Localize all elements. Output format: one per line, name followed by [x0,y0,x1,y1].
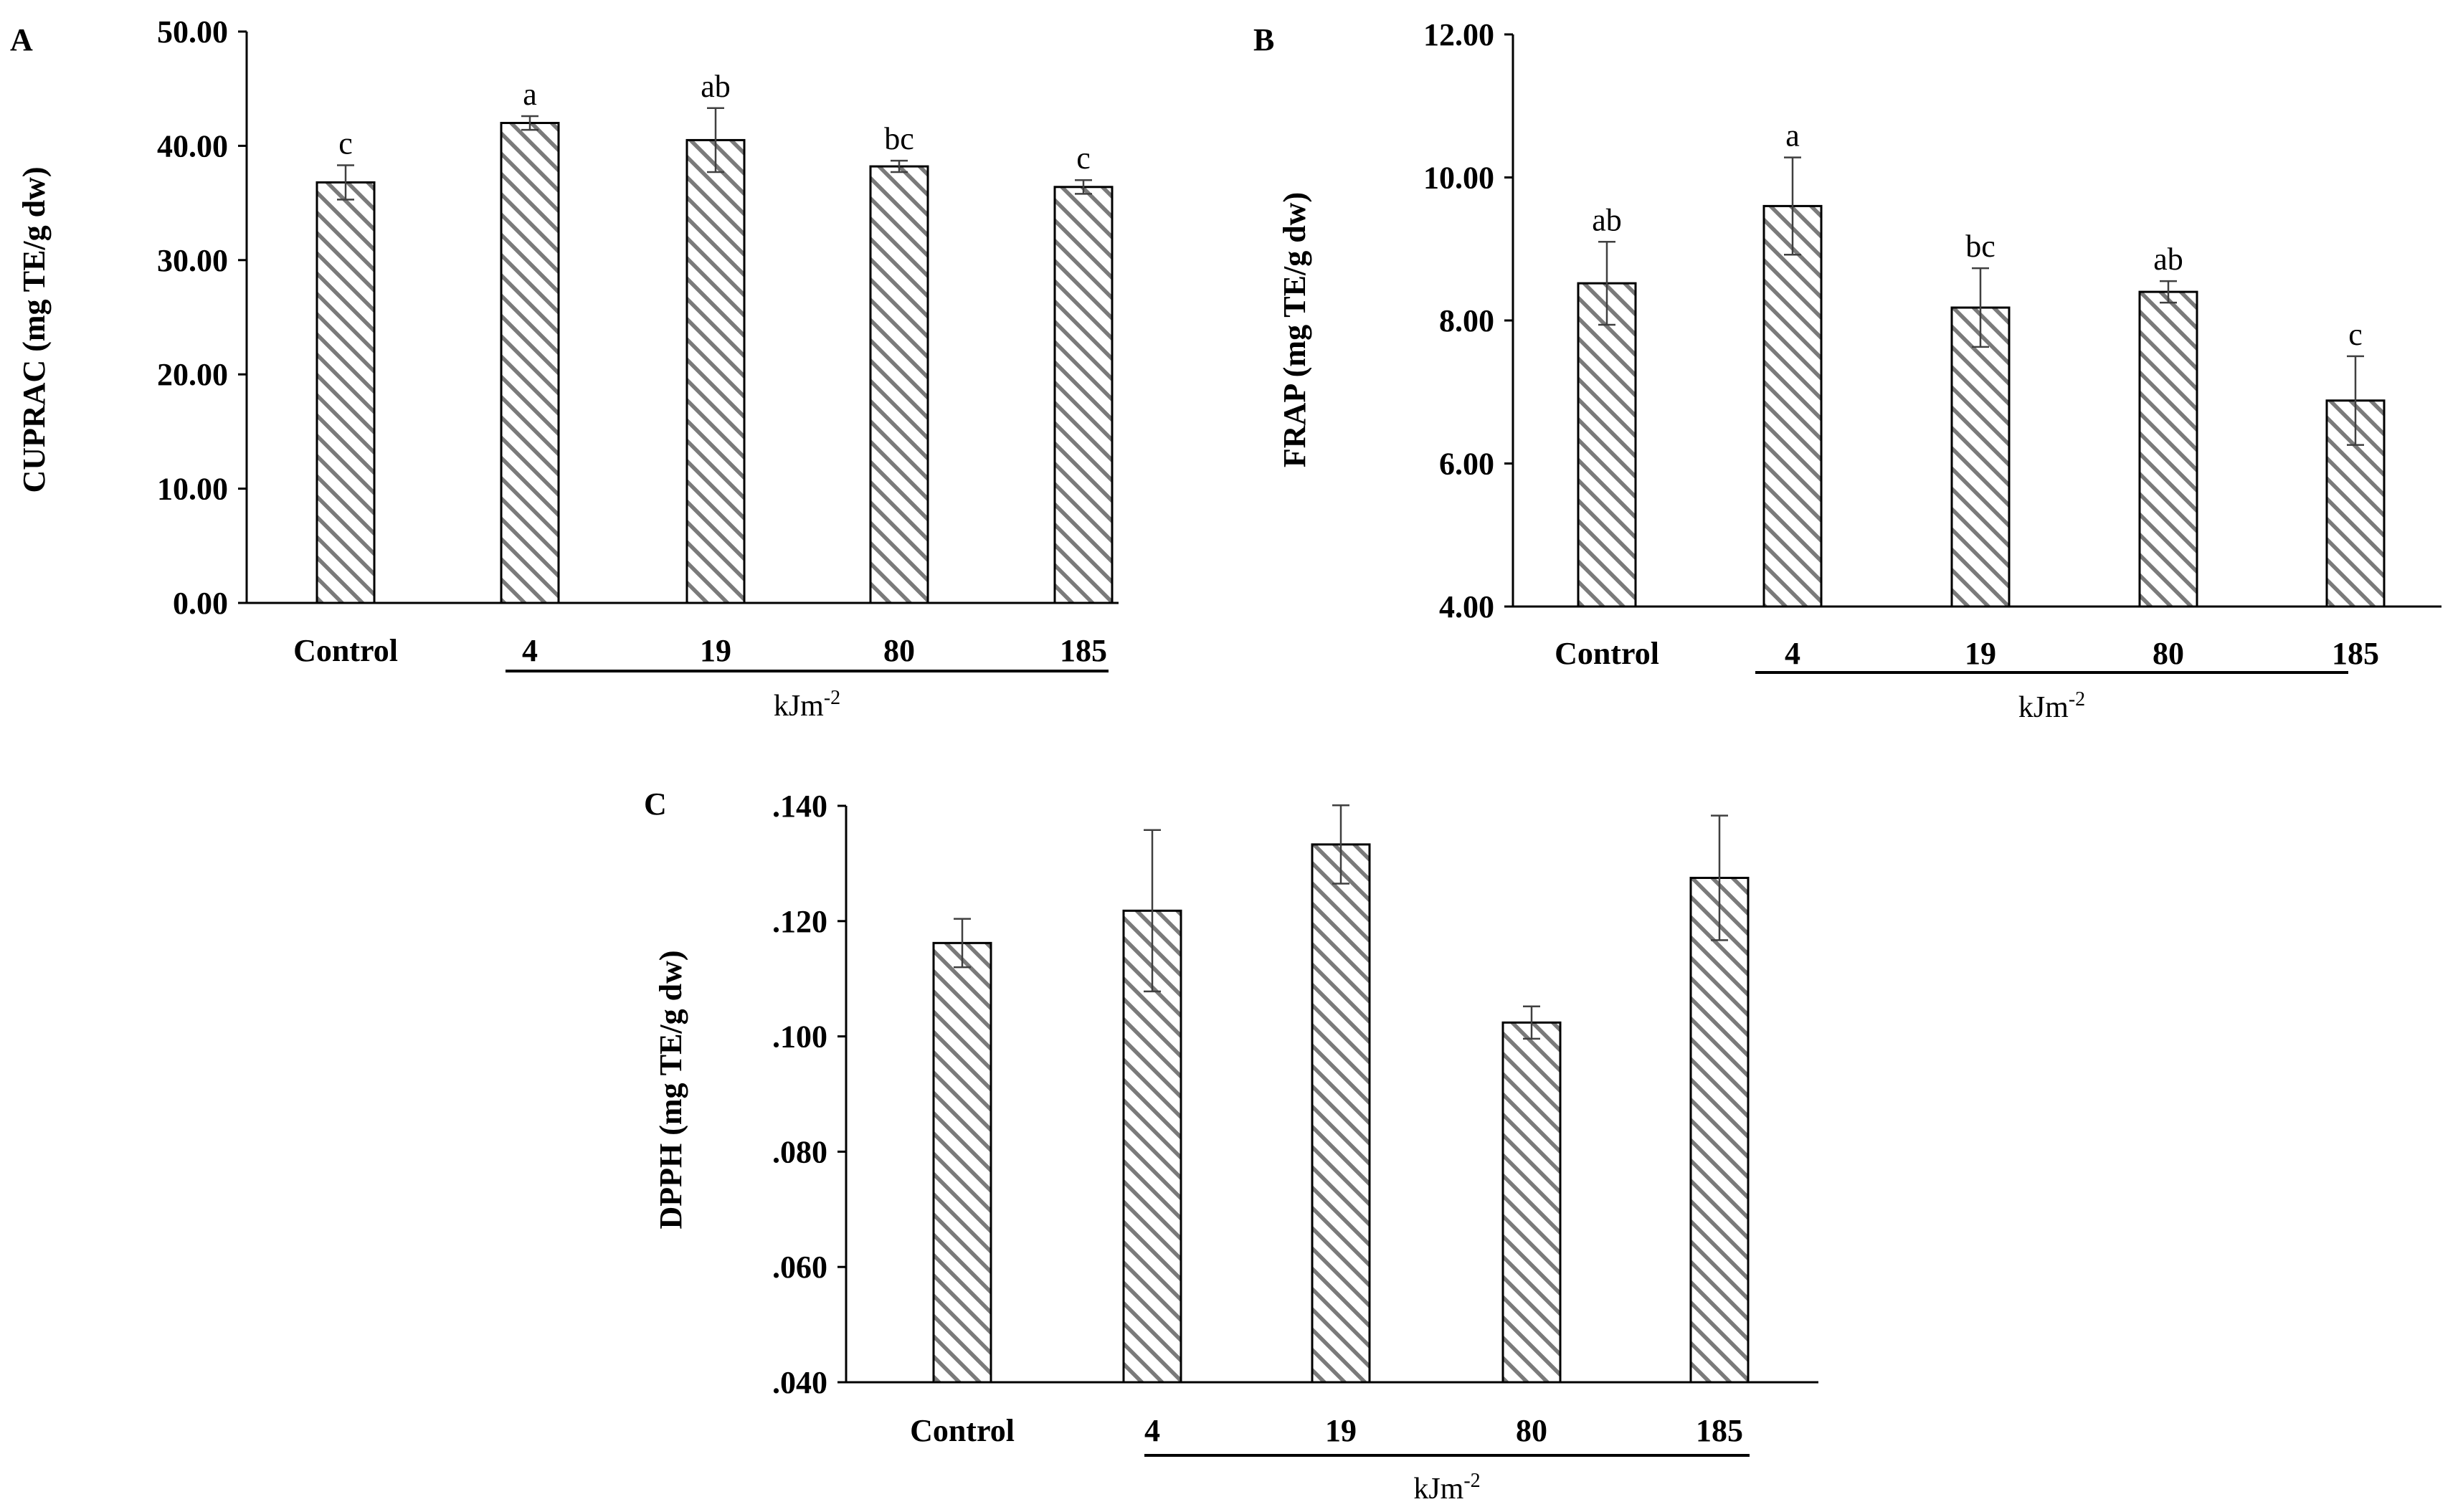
x-tick-label: 80 [1516,1413,1547,1448]
bar [1689,877,1750,1384]
y-tick-label: .060 [772,1250,827,1285]
significance-letter: ab [2153,242,2183,277]
error-bar [954,918,971,969]
error-bar [2160,280,2177,304]
x-tick-label: 80 [2153,636,2184,671]
x-axis-unit-label: kJm-2 [774,687,840,723]
axes [238,30,1119,604]
panel-letter: A [10,22,33,57]
x-tick-label: 185 [2332,636,2379,671]
error-bar [1523,1005,1540,1040]
error-bar [1784,156,1801,256]
y-tick-label: 0.00 [173,586,228,621]
y-tick-label: .140 [772,789,827,824]
x-axis-unit-label: kJm-2 [1413,1470,1480,1506]
x-tick-label: 185 [1060,633,1107,668]
y-tick-label: 30.00 [157,243,228,278]
error-bar [2347,355,2364,446]
error-bar [1075,179,1092,195]
y-axis-label: CUPRAC (mg TE/g dw) [16,166,52,493]
chart-panel-b: B FRAP (mg TE/g dw) 4.00 6.00 8.00 10.00 12.… [1253,17,2441,724]
y-tick-label: 10.00 [1423,161,1494,196]
bars [932,843,1750,1384]
x-tick-label: 4 [1144,1413,1160,1448]
y-axis-label: DPPH (mg TE/g dw) [653,950,688,1229]
x-tick-label: 4 [522,633,538,668]
x-tick-label: 4 [1785,636,1800,671]
x-tick-labels: Control 4 19 80 185 [293,633,1107,668]
y-tick-label: .120 [772,904,827,939]
x-tick-label: Control [1555,636,1659,671]
error-bar [1144,829,1161,993]
bar [1577,282,1637,608]
x-tick-labels: Control 4 19 80 185 [910,1413,1743,1448]
x-axis-unit-label: kJm-2 [2018,688,2085,724]
y-tick-label: 6.00 [1439,447,1494,482]
error-bars [954,804,1728,1040]
bars [315,122,1114,604]
y-tick-labels: .040 .060 .080 .100 .120 .140 [772,789,827,1400]
significance-letters: c a ab bc c [338,69,1091,176]
bar [685,138,746,604]
x-tick-label: 19 [700,633,731,668]
bar [315,181,376,604]
significance-letter: c [1076,141,1091,176]
significance-letter: ab [701,69,731,104]
chart-panel-a: A CUPRAC (mg TE/g dw) 0.00 10.00 20.00 30.0… [10,14,1119,723]
y-tick-label: .100 [772,1019,827,1055]
significance-letter: bc [1965,229,1995,264]
y-tick-label: 4.00 [1439,589,1494,624]
error-bars [337,107,1092,201]
bar [932,941,992,1384]
bar [1053,186,1114,604]
x-tick-label: Control [293,633,398,668]
bars [1577,204,2386,608]
error-bar [337,164,354,201]
significance-letter: bc [884,121,914,156]
y-tick-labels: 4.00 6.00 8.00 10.00 12.00 [1423,17,1494,624]
significance-letter: c [2348,317,2363,352]
y-tick-label: 40.00 [157,128,228,163]
bar [500,122,560,604]
significance-letter: c [338,125,353,161]
y-tick-label: 50.00 [157,14,228,49]
y-tick-label: 20.00 [157,357,228,392]
error-bar [891,159,908,173]
bar [1501,1021,1562,1384]
error-bars [1598,156,2364,446]
panel-letter: B [1253,22,1274,57]
bar [1762,204,1823,608]
chart-panel-c: C DPPH (mg TE/g dw) .040 .060 .080 .100 .120… [644,786,1818,1506]
error-bar [1598,241,1615,326]
significance-letter: a [523,77,537,112]
x-tick-label: 80 [883,633,915,668]
x-tick-label: Control [910,1413,1015,1448]
x-tick-label: 19 [1965,636,1996,671]
error-bar [1332,804,1349,885]
error-bar [1711,814,1728,941]
y-axis-label: FRAP (mg TE/g dw) [1277,192,1312,467]
bar [1311,843,1371,1384]
y-tick-label: .080 [772,1134,827,1169]
x-tick-label: 19 [1325,1413,1357,1448]
error-bar [1972,267,1989,348]
panel-letter: C [644,786,667,822]
significance-letter: a [1785,118,1800,153]
error-bar [521,115,538,131]
significance-letter: ab [1592,202,1622,237]
y-tick-label: 10.00 [157,472,228,507]
y-tick-labels: 0.00 10.00 20.00 30.00 40.00 50.00 [157,14,228,621]
bar [1950,306,2011,608]
error-bar [707,107,724,173]
x-tick-label: 185 [1696,1413,1743,1448]
y-tick-label: .040 [772,1365,827,1400]
y-tick-label: 8.00 [1439,303,1494,338]
y-tick-label: 12.00 [1423,17,1494,52]
bar [869,165,929,604]
x-tick-labels: Control 4 19 80 185 [1555,636,2379,671]
bar [2138,290,2198,608]
